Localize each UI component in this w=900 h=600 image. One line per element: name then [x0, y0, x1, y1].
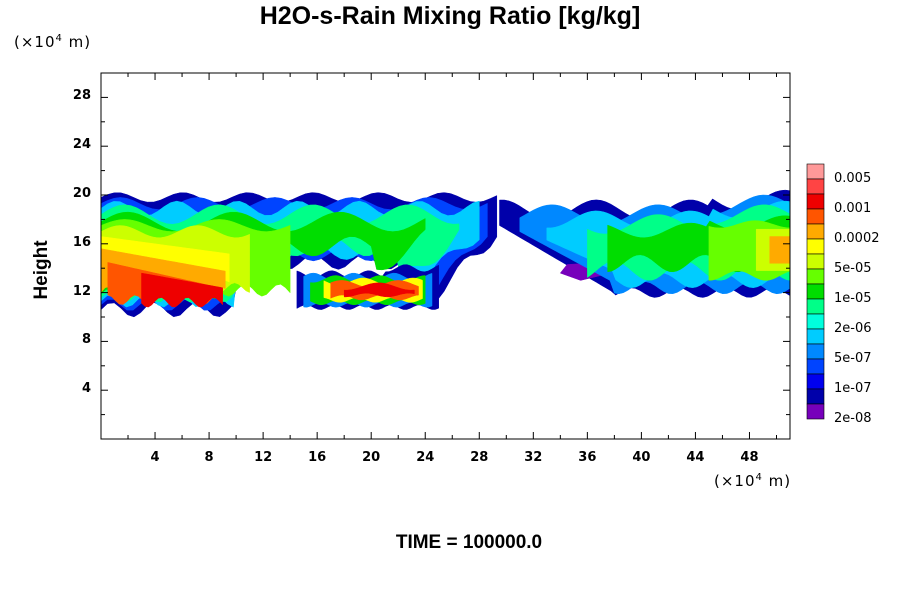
colorbar-label: 0.005	[834, 171, 872, 186]
colorbar-label: 2e-08	[834, 411, 872, 426]
x-tick-label: 4	[150, 450, 160, 465]
colorbar-swatch	[806, 298, 825, 315]
colorbar-swatch	[806, 358, 825, 375]
y-unit-label: (×104 m)	[14, 33, 92, 51]
axis-ticks	[101, 73, 790, 439]
colorbar-swatch	[806, 313, 825, 330]
colorbar-swatch	[806, 208, 825, 225]
y-tick-label: 20	[72, 186, 91, 201]
colorbar-label: 2e-06	[834, 321, 872, 336]
colorbar	[806, 163, 825, 420]
y-tick-label: 16	[72, 234, 91, 250]
y-tick-label: 12	[72, 283, 91, 299]
colorbar-swatch	[806, 178, 825, 195]
colorbar-swatch	[806, 388, 825, 405]
x-tick-label: 8	[204, 450, 214, 465]
colorbar-swatch	[806, 328, 825, 345]
colorbar-swatch	[806, 283, 825, 300]
x-tick-label: 28	[470, 450, 489, 465]
x-tick-label: 44	[686, 450, 705, 465]
x-tick-label: 12	[254, 450, 273, 465]
x-unit-label: (×104 m)	[714, 472, 792, 490]
x-tick-label: 36	[578, 450, 597, 465]
x-tick-label: 32	[524, 450, 543, 465]
colorbar-label: 1e-05	[834, 291, 872, 306]
colorbar-swatch	[806, 193, 825, 210]
x-tick-label: 20	[362, 450, 381, 465]
colorbar-swatch	[806, 163, 825, 180]
colorbar-label: 0.001	[834, 201, 872, 216]
colorbar-label: 1e-07	[834, 381, 872, 396]
colorbar-swatch	[806, 403, 825, 420]
y-tick-label: 4	[81, 381, 91, 397]
colorbar-swatch	[806, 343, 825, 360]
colorbar-swatch	[806, 238, 825, 255]
plot-frame	[100, 72, 791, 440]
colorbar-label: 0.0002	[834, 231, 880, 246]
contour-region-right-orange	[769, 236, 790, 264]
contour-field	[101, 189, 790, 318]
contour-region-left-red	[141, 272, 223, 308]
colorbar-swatch	[806, 268, 825, 285]
x-tick-label: 40	[632, 450, 651, 465]
chart-title: H2O-s-Rain Mixing Ratio [kg/kg]	[259, 2, 641, 30]
x-tick-label: 16	[308, 450, 327, 465]
time-label: TIME = 100000.0	[395, 532, 543, 553]
colorbar-label: 5e-07	[834, 351, 872, 366]
x-tick-label: 48	[740, 450, 759, 465]
y-tick-label: 28	[72, 88, 91, 104]
contour-region-mid-red	[343, 282, 415, 298]
x-tick-label: 24	[416, 450, 435, 465]
y-tick-label: 8	[81, 332, 91, 348]
colorbar-label: 5e-05	[834, 261, 872, 276]
colorbar-swatch	[806, 223, 825, 240]
colorbar-swatch	[806, 373, 825, 390]
colorbar-swatch	[806, 253, 825, 270]
y-tick-label: 24	[72, 137, 91, 153]
